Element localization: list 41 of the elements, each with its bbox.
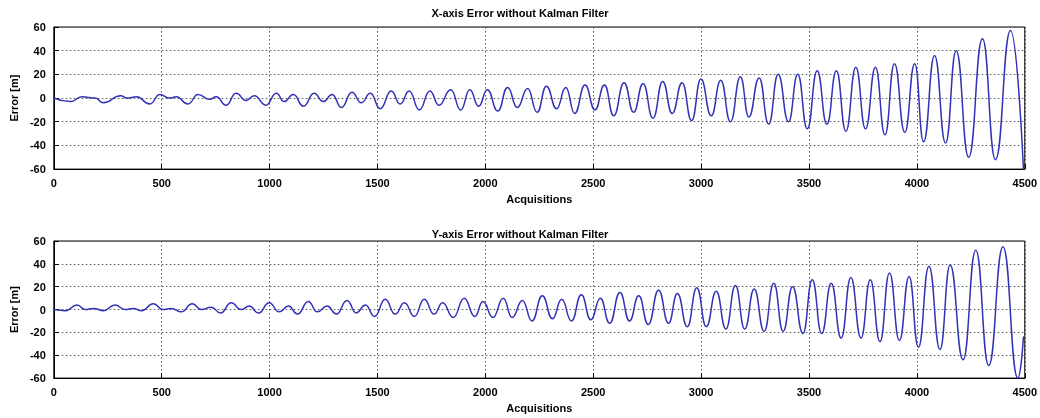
y-tick-label: 40 [33,257,46,270]
y-tick-label: -40 [29,349,46,362]
y-tick-label: -60 [29,163,46,176]
y-tick-label: 0 [39,92,46,105]
x-axis-title: Acquisitions [506,192,573,205]
y-axis-title: Error [m] [7,285,20,334]
y-tick-label: -40 [29,139,46,152]
x-tick-label: 1500 [365,385,390,398]
x-tick-label: 4500 [1012,176,1038,189]
x-tick-label: 500 [152,385,171,398]
x-tick-label: 3000 [688,176,714,189]
chart-title: Y-axis Error without Kalman Filter [431,227,610,240]
y-tick-label: -20 [29,115,46,128]
line-series [53,29,1025,170]
x-tick-label: 4500 [1012,385,1038,398]
y-tick-label: 20 [33,68,46,81]
y-tick-label: -60 [29,372,46,385]
x-tick-label: 2000 [473,385,498,398]
chart-title: X-axis Error without Kalman Filter [431,6,610,19]
y-tick-label: -20 [29,326,46,339]
y-tick-label: 60 [33,21,46,33]
x-tick-label: 4000 [904,176,930,189]
y-tick-label: 0 [39,303,46,316]
y-tick-label: 60 [33,235,46,247]
x-tick-label: 4000 [904,385,930,398]
x-tick-label: 3000 [688,385,714,398]
y-tick-label: 40 [33,44,46,57]
y-tick-label: 20 [33,280,46,293]
x-tick-label: 500 [152,176,171,189]
x-tick-label: 1500 [365,176,390,189]
x-tick-label: 0 [50,385,57,398]
x-tick-label: 2500 [580,176,606,189]
x-tick-label: 3500 [796,385,822,398]
x-tick-label: 0 [50,176,57,189]
x-tick-label: 1000 [257,176,282,189]
x-axis-title: Acquisitions [506,401,573,414]
x-tick-label: 2500 [580,385,606,398]
x-tick-label: 2000 [473,176,498,189]
x-tick-label: 1000 [257,385,282,398]
x-tick-label: 3500 [796,176,822,189]
y-axis-title: Error [m] [7,74,20,122]
